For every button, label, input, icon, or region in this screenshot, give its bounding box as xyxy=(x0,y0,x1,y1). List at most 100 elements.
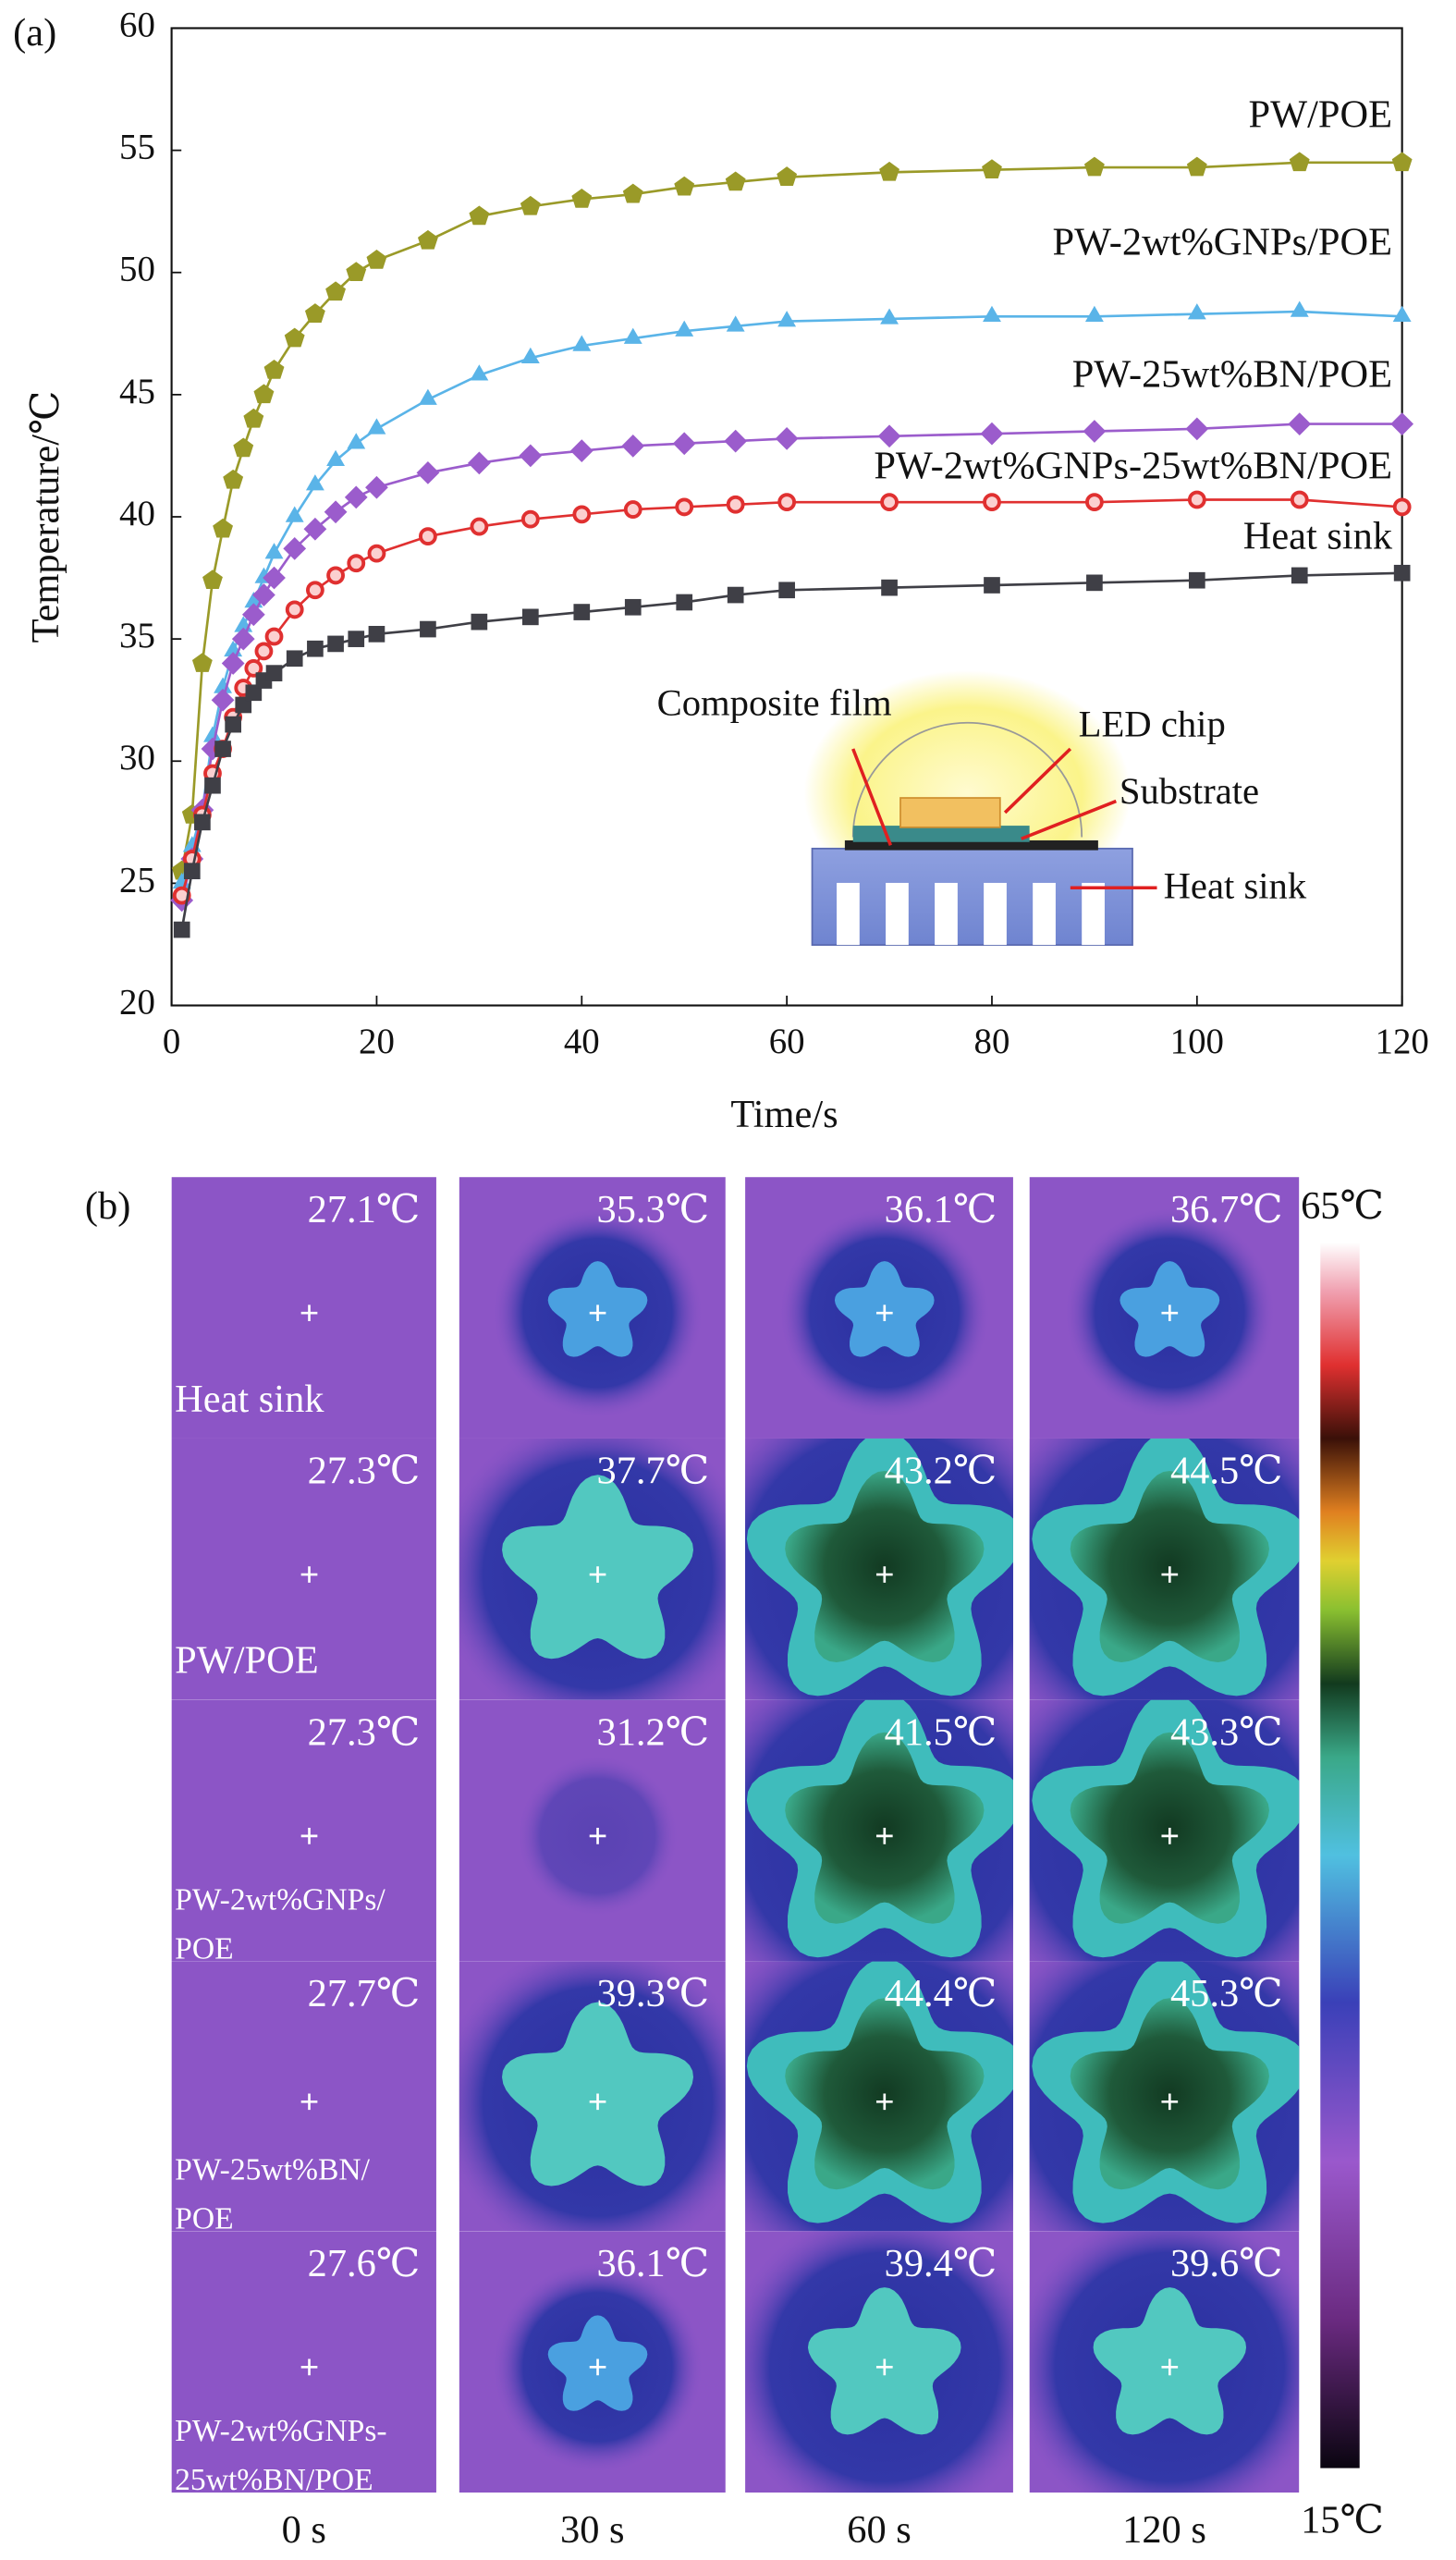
data-point xyxy=(674,176,695,196)
inset-label: Composite film xyxy=(657,681,892,723)
temperature-label: 27.3℃ xyxy=(308,1710,421,1754)
data-point xyxy=(467,451,491,475)
temperature-label: 36.1℃ xyxy=(885,1188,997,1231)
data-point xyxy=(254,642,274,661)
data-point xyxy=(777,166,798,186)
data-point xyxy=(225,716,241,733)
data-point xyxy=(983,493,1001,512)
data-point xyxy=(420,620,436,638)
thermal-image xyxy=(745,1699,1013,1962)
row-label: Heat sink xyxy=(175,1378,324,1421)
data-point xyxy=(305,474,324,491)
data-point xyxy=(726,495,745,514)
data-point xyxy=(1187,490,1206,509)
thermal-image xyxy=(745,1961,1013,2232)
data-point xyxy=(346,262,367,282)
crosshair xyxy=(875,1304,893,1322)
temperature-label: 27.7℃ xyxy=(308,1972,421,2015)
temperature-label: 27.6℃ xyxy=(308,2242,421,2285)
temperature-label: 27.1℃ xyxy=(308,1188,421,1231)
data-point xyxy=(879,161,899,181)
data-point xyxy=(344,485,368,509)
temperature-label: 44.5℃ xyxy=(1170,1450,1283,1493)
data-point xyxy=(520,195,541,215)
data-point xyxy=(202,570,223,590)
data-point xyxy=(775,427,799,450)
data-point xyxy=(1393,564,1411,582)
data-point xyxy=(327,635,344,653)
data-point xyxy=(1083,420,1107,443)
data-point xyxy=(214,741,231,757)
x-tick-label: 120 xyxy=(1376,1022,1429,1061)
temperature-label: 39.6℃ xyxy=(1170,2242,1283,2285)
crosshair xyxy=(300,2093,318,2111)
data-point xyxy=(418,388,437,405)
data-point xyxy=(1085,493,1104,512)
legend-label: Heat sink xyxy=(1243,514,1393,557)
data-point xyxy=(419,527,437,546)
image-background xyxy=(171,1177,436,1439)
inset-label: Heat sink xyxy=(1164,864,1307,906)
data-point xyxy=(368,626,385,643)
crosshair xyxy=(300,1566,318,1583)
y-tick-label: 50 xyxy=(119,250,155,289)
data-point xyxy=(1290,490,1309,509)
data-point xyxy=(223,469,244,489)
data-point xyxy=(1391,152,1413,172)
temperature-label: 27.3℃ xyxy=(308,1450,421,1493)
data-point xyxy=(520,347,540,363)
data-point xyxy=(624,598,642,616)
image-background xyxy=(171,1699,436,1962)
crosshair xyxy=(1161,1566,1179,1583)
x-tick-label: 20 xyxy=(359,1022,395,1061)
data-point xyxy=(725,171,746,191)
y-tick-label: 60 xyxy=(119,5,155,44)
data-point xyxy=(1392,497,1412,517)
data-point xyxy=(326,449,346,466)
data-point xyxy=(1187,303,1206,320)
data-point xyxy=(304,303,325,323)
data-point xyxy=(727,586,744,604)
y-tick-label: 35 xyxy=(119,616,155,655)
thermal-image xyxy=(1029,1699,1300,1962)
data-point xyxy=(1390,412,1414,435)
data-point xyxy=(1290,300,1309,317)
crosshair xyxy=(1161,1828,1179,1844)
data-point xyxy=(983,305,1001,323)
temperature-label: 45.3℃ xyxy=(1170,1972,1283,2015)
thermal-grid: 27.1℃ 35.3℃ 36.1℃ 36.7℃ Heat sink 27.3℃ 37.7℃ 4… xyxy=(171,1177,1300,2552)
crosshair xyxy=(875,1566,893,1583)
data-point xyxy=(469,205,490,226)
data-point xyxy=(194,814,211,831)
data-point xyxy=(984,577,1000,594)
column-label: 0 s xyxy=(282,2508,326,2552)
data-point xyxy=(471,613,488,631)
plot-area: 0 20 40 60 80 100 120202530354045505560PW/POEP… xyxy=(119,5,1429,1060)
legend-label: PW/POE xyxy=(1249,92,1393,136)
data-point xyxy=(521,608,539,626)
thermal-image xyxy=(171,1699,436,1962)
temperature-label: 43.3℃ xyxy=(1170,1710,1283,1754)
data-point xyxy=(221,652,245,675)
thermal-image xyxy=(1029,2231,1300,2493)
data-point xyxy=(1289,152,1310,172)
data-point xyxy=(877,424,901,448)
data-point xyxy=(211,688,235,712)
temperature-label: 36.7℃ xyxy=(1170,1188,1283,1231)
y-axis-label: Temperature/℃ xyxy=(24,391,67,643)
data-point xyxy=(241,603,265,627)
data-point xyxy=(621,434,645,458)
data-point xyxy=(305,581,324,600)
data-point xyxy=(264,627,284,646)
image-background xyxy=(171,2231,436,2493)
crosshair xyxy=(875,2358,893,2376)
row-label: 25wt%BN/POE xyxy=(175,2463,373,2497)
x-tick-label: 60 xyxy=(769,1022,805,1061)
data-point xyxy=(622,183,643,203)
data-point xyxy=(1084,305,1104,323)
data-point xyxy=(347,554,366,573)
x-tick-label: 100 xyxy=(1170,1022,1224,1061)
thermal-image xyxy=(745,2231,1013,2493)
